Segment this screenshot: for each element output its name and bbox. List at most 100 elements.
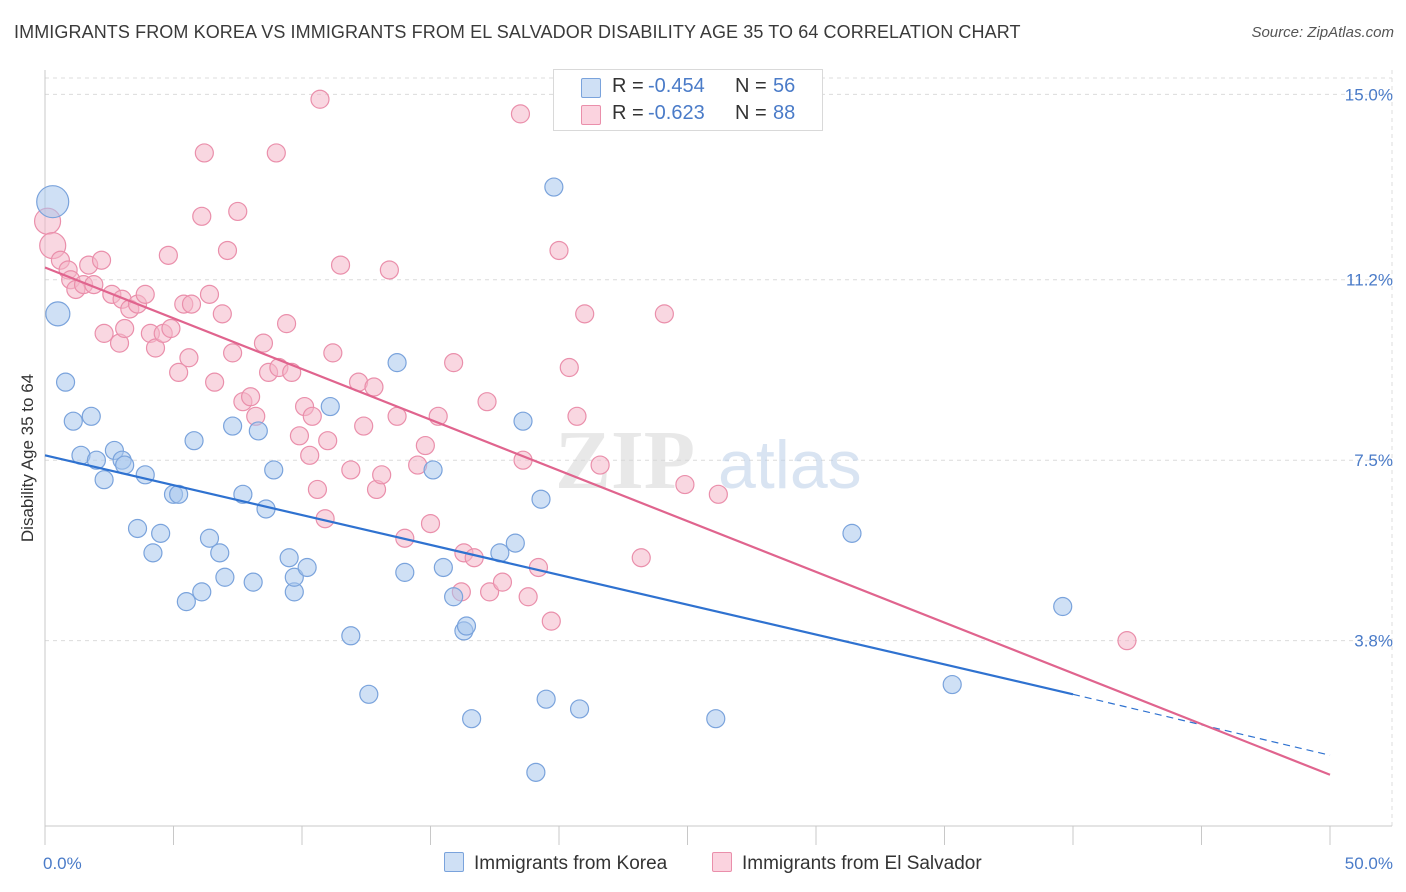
point-korea [297, 557, 317, 578]
point-korea [223, 416, 243, 436]
point-salvador [654, 304, 674, 324]
point-korea [284, 567, 304, 587]
point-korea [341, 626, 361, 646]
point-salvador [179, 348, 199, 368]
point-salvador [241, 387, 261, 407]
point-salvador [161, 318, 181, 339]
point-salvador [477, 392, 497, 412]
point-salvador [323, 343, 343, 363]
point-korea [45, 301, 71, 327]
point-salvador [282, 362, 302, 382]
point-salvador [575, 304, 595, 324]
point-korea [199, 528, 220, 548]
legend-korea-swatch [444, 852, 464, 872]
point-korea [127, 518, 148, 539]
data-points [33, 89, 1137, 782]
point-korea [433, 557, 453, 578]
point-salvador [307, 479, 328, 500]
point-korea [176, 592, 196, 612]
point-korea [942, 674, 962, 695]
y-tick-label: 3.8% [1354, 632, 1393, 651]
point-korea [210, 543, 230, 563]
point-korea [279, 548, 299, 568]
point-salvador [199, 284, 220, 304]
point-salvador [354, 416, 374, 436]
point-salvador [444, 353, 464, 373]
point-korea [233, 484, 253, 504]
y-tick-label: 7.5% [1354, 451, 1393, 470]
point-korea [526, 762, 546, 782]
point-korea [531, 489, 551, 509]
chart-title: IMMIGRANTS FROM KOREA VS IMMIGRANTS FROM… [14, 22, 1021, 42]
point-korea [505, 533, 525, 553]
point-korea [536, 689, 556, 709]
point-korea [215, 567, 235, 587]
gridlines [45, 70, 1393, 826]
y-axis-label: Disability Age 35 to 64 [18, 374, 37, 542]
korea-n-value: 56 [773, 75, 796, 97]
point-salvador [158, 245, 178, 265]
point-salvador [302, 406, 322, 426]
korea-swatch [581, 78, 601, 98]
point-korea [192, 582, 212, 602]
point-korea [1053, 596, 1073, 617]
watermark-atlas: atlas [718, 427, 862, 503]
point-korea [86, 450, 107, 470]
point-korea [706, 709, 726, 729]
point-salvador [518, 587, 538, 607]
point-korea [842, 523, 862, 543]
legend-salvador-swatch [712, 852, 732, 872]
point-korea [462, 709, 482, 729]
point-korea [320, 396, 340, 417]
point-salvador [420, 513, 441, 534]
point-korea [544, 177, 564, 197]
point-salvador [464, 548, 484, 568]
watermark-zip: ZIP [555, 414, 695, 507]
salvador-r-value: -0.623 [648, 102, 705, 124]
point-korea [243, 572, 263, 592]
point-salvador [1117, 631, 1137, 651]
point-korea [395, 562, 415, 582]
point-salvador [94, 323, 114, 343]
point-salvador [590, 455, 610, 475]
legend-item-salvador: Immigrants from El Salvador [712, 852, 982, 875]
salvador-n-label: N = [735, 102, 767, 124]
point-salvador [276, 314, 297, 334]
salvador-n-value: 88 [773, 102, 796, 124]
salvador-r-label: R = [612, 102, 644, 124]
y-tick-label: 11.2% [1346, 271, 1393, 290]
trend-lines [44, 266, 1331, 776]
point-salvador [341, 460, 361, 480]
point-korea [81, 406, 101, 426]
trend-line-salvador [44, 266, 1331, 776]
point-salvador [91, 250, 112, 270]
legend-korea-label: Immigrants from Korea [474, 853, 668, 874]
point-korea [55, 372, 76, 392]
point-salvador [330, 255, 351, 275]
korea-n-label: N = [735, 75, 767, 97]
point-salvador [300, 445, 320, 465]
point-salvador [192, 206, 212, 226]
point-salvador [194, 143, 214, 163]
point-salvador [181, 294, 202, 314]
korea-r-label: R = [612, 75, 644, 97]
korea-r-value: -0.454 [648, 75, 705, 97]
point-korea [184, 431, 204, 451]
point-korea [248, 421, 268, 441]
point-korea [513, 411, 533, 431]
point-salvador [675, 474, 695, 495]
point-korea [63, 411, 83, 431]
source-credit: Source: ZipAtlas.com [1251, 24, 1394, 41]
correlation-legend: R = -0.454 N = 56 R = -0.623 N = 88 [553, 69, 823, 131]
point-salvador [415, 435, 435, 456]
point-korea [387, 353, 407, 373]
point-korea [569, 699, 590, 719]
point-salvador [169, 362, 189, 382]
point-salvador [266, 143, 286, 163]
point-korea [444, 587, 464, 607]
point-salvador [541, 611, 561, 631]
point-salvador [115, 318, 135, 339]
point-salvador [253, 333, 274, 353]
point-salvador [223, 343, 243, 363]
